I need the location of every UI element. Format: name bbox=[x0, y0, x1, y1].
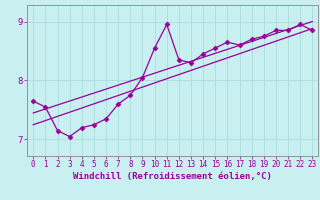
X-axis label: Windchill (Refroidissement éolien,°C): Windchill (Refroidissement éolien,°C) bbox=[73, 172, 272, 181]
